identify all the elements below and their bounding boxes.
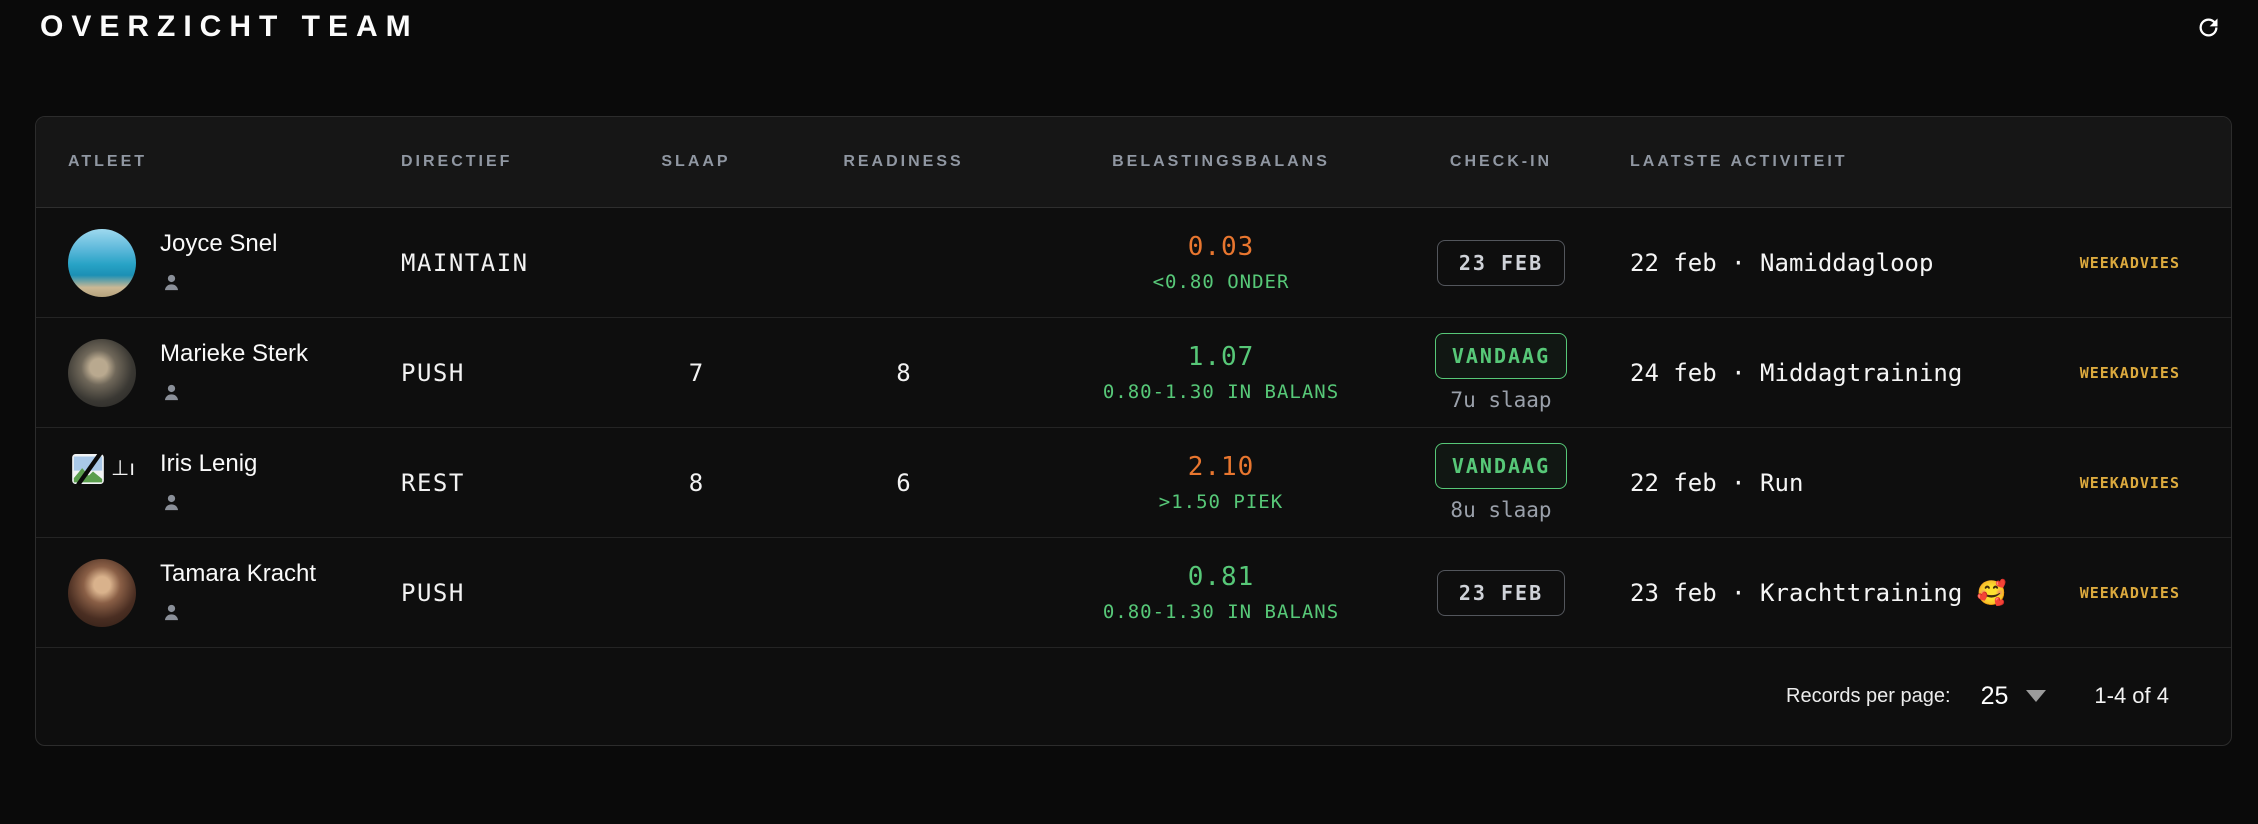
column-header-laatste-activiteit: LAATSTE ACTIVITEIT xyxy=(1630,153,1848,170)
athlete-name: Iris Lenig xyxy=(160,450,258,478)
checkin-button[interactable]: VANDAAG xyxy=(1434,443,1568,489)
column-header-directief: DIRECTIEF xyxy=(401,153,513,170)
records-per-page-label: Records per page: xyxy=(1786,684,1951,707)
records-per-page-select[interactable]: 25 xyxy=(1981,682,2047,711)
person-icon xyxy=(160,271,277,294)
broken-image-icon: ⊥ı xyxy=(68,449,136,489)
sleep-value: 7 xyxy=(688,358,704,387)
column-header-readiness: READINESS xyxy=(843,153,964,170)
avatar xyxy=(68,338,136,407)
athlete-cell: Joyce Snel xyxy=(36,228,401,297)
load-balance-cell: 0.03 <0.80 ONDER xyxy=(1046,232,1396,293)
table-row: Joyce Snel MAINTAIN 0.03 <0.80 ONDER 23 … xyxy=(36,208,2231,318)
last-activity-value: 22 feb · Run xyxy=(1630,468,1804,497)
readiness-value: 8 xyxy=(896,358,911,387)
checkin-cell: VANDAAG 8u slaap xyxy=(1396,443,1606,522)
checkin-cell: 23 FEB xyxy=(1396,239,1606,286)
weekadvies-link[interactable]: WEEKADVIES xyxy=(2074,473,2186,493)
load-balance-cell: 0.81 0.80-1.30 IN BALANS xyxy=(1046,562,1396,623)
directive-value: REST xyxy=(401,468,465,497)
column-header-slaap: SLAAP xyxy=(661,153,731,170)
athlete-name: Tamara Kracht xyxy=(160,560,317,588)
weekadvies-link[interactable]: WEEKADVIES xyxy=(2074,253,2186,273)
load-balance-status: <0.80 ONDER xyxy=(1152,271,1290,293)
topbar: OVERZICHT TEAM xyxy=(0,0,2258,116)
load-balance-value: 2.10 xyxy=(1187,452,1255,482)
load-balance-value: 0.03 xyxy=(1187,232,1255,262)
person-icon xyxy=(160,491,257,514)
checkin-sleep-note: 7u slaap xyxy=(1450,388,1552,412)
pagination-range: 1-4 of 4 xyxy=(2094,683,2169,708)
athlete-cell: ⊥ı Iris Lenig xyxy=(36,449,401,517)
athlete-cell: Tamara Kracht xyxy=(36,558,401,627)
load-balance-value: 1.07 xyxy=(1187,342,1255,372)
last-activity-value: 24 feb · Middagtraining xyxy=(1630,358,1963,387)
checkin-button[interactable]: VANDAAG xyxy=(1434,333,1568,379)
athlete-name: Joyce Snel xyxy=(160,230,278,258)
last-activity-value: 23 feb · Krachttraining 🥰 xyxy=(1630,578,2007,607)
weekadvies-link[interactable]: WEEKADVIES xyxy=(2074,583,2186,603)
person-icon xyxy=(160,381,308,404)
directive-value: PUSH xyxy=(401,358,465,387)
checkin-button[interactable]: 23 FEB xyxy=(1437,569,1565,616)
checkin-button[interactable]: 23 FEB xyxy=(1437,239,1565,286)
column-header-belastingsbalans: BELASTINGSBALANS xyxy=(1112,153,1330,170)
athlete-name: Marieke Sterk xyxy=(160,340,309,368)
avatar xyxy=(68,558,136,627)
refresh-icon xyxy=(2195,14,2222,41)
readiness-value: 6 xyxy=(896,468,911,497)
person-icon xyxy=(160,601,316,624)
chevron-down-icon xyxy=(2026,690,2047,702)
weekadvies-link[interactable]: WEEKADVIES xyxy=(2074,363,2186,383)
records-per-page-value: 25 xyxy=(1980,681,2009,710)
load-balance-cell: 2.10 >1.50 PIEK xyxy=(1046,452,1396,513)
sleep-value: 8 xyxy=(688,468,704,497)
avatar xyxy=(68,228,136,297)
last-activity-value: 22 feb · Namiddagloop xyxy=(1630,248,1934,277)
load-balance-status: >1.50 PIEK xyxy=(1158,491,1284,513)
load-balance-cell: 1.07 0.80-1.30 IN BALANS xyxy=(1046,342,1396,403)
table-row: Tamara Kracht PUSH 0.81 0.80-1.30 IN BAL… xyxy=(36,538,2231,648)
checkin-cell: 23 FEB xyxy=(1396,569,1606,616)
athlete-cell: Marieke Sterk xyxy=(36,338,401,407)
table-body: Joyce Snel MAINTAIN 0.03 <0.80 ONDER 23 … xyxy=(36,208,2231,648)
table-row: ⊥ı Iris Lenig REST 8 6 2.10 >1.50 PIEK V… xyxy=(36,428,2231,538)
checkin-sleep-note: 8u slaap xyxy=(1450,498,1552,522)
load-balance-status: 0.80-1.30 IN BALANS xyxy=(1102,381,1340,403)
load-balance-value: 0.81 xyxy=(1187,562,1255,592)
avatar: ⊥ı xyxy=(68,449,136,517)
load-balance-status: 0.80-1.30 IN BALANS xyxy=(1102,601,1340,623)
checkin-cell: VANDAAG 7u slaap xyxy=(1396,333,1606,412)
broken-image-alt-text: ⊥ı xyxy=(111,456,136,480)
column-header-atleet: ATLEET xyxy=(68,153,148,170)
refresh-button[interactable] xyxy=(2193,12,2224,43)
table-header: ATLEET DIRECTIEF SLAAP READINESS BELASTI… xyxy=(36,117,2231,208)
column-header-checkin: CHECK-IN xyxy=(1449,153,1553,170)
directive-value: PUSH xyxy=(401,578,465,607)
table-row: Marieke Sterk PUSH 7 8 1.07 0.80-1.30 IN… xyxy=(36,318,2231,428)
team-table-card: ATLEET DIRECTIEF SLAAP READINESS BELASTI… xyxy=(35,116,2232,746)
table-footer: Records per page: 25 1-4 of 4 xyxy=(36,648,2231,744)
directive-value: MAINTAIN xyxy=(401,248,529,277)
page-title: OVERZICHT TEAM xyxy=(40,10,419,43)
